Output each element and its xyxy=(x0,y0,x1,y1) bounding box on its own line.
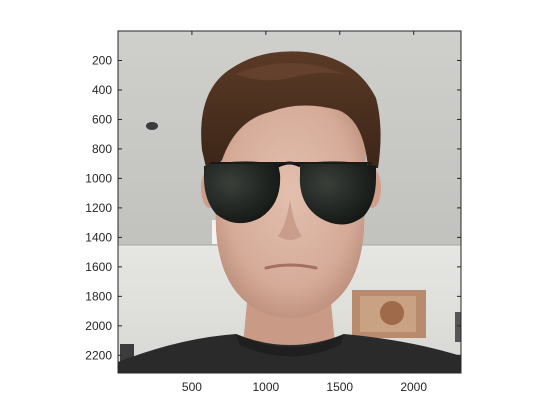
photo-image xyxy=(118,31,461,373)
axes-box xyxy=(117,30,462,374)
y-tick-label: 2000 xyxy=(85,319,112,333)
y-tick-label: 200 xyxy=(92,53,112,67)
y-tick-label: 1600 xyxy=(85,260,112,274)
x-tick-label: 1500 xyxy=(326,380,353,394)
y-axis-ticks: 200 400 600 800 1000 1200 1400 1600 1800 2000 2200 xyxy=(85,53,461,362)
x-tick-label: 500 xyxy=(182,380,202,394)
y-tick-label: 600 xyxy=(92,112,112,126)
y-tick-label: 1000 xyxy=(85,171,112,185)
y-tick-label: 2200 xyxy=(85,348,112,362)
x-axis-ticks: 500 1000 1500 2000 xyxy=(182,31,427,394)
y-tick-label: 1400 xyxy=(85,230,112,244)
y-tick-label: 1200 xyxy=(85,201,112,215)
x-tick-label: 2000 xyxy=(400,380,427,394)
y-tick-label: 1800 xyxy=(85,289,112,303)
y-tick-label: 400 xyxy=(92,83,112,97)
y-tick-label: 800 xyxy=(92,142,112,156)
x-tick-label: 1000 xyxy=(252,380,279,394)
